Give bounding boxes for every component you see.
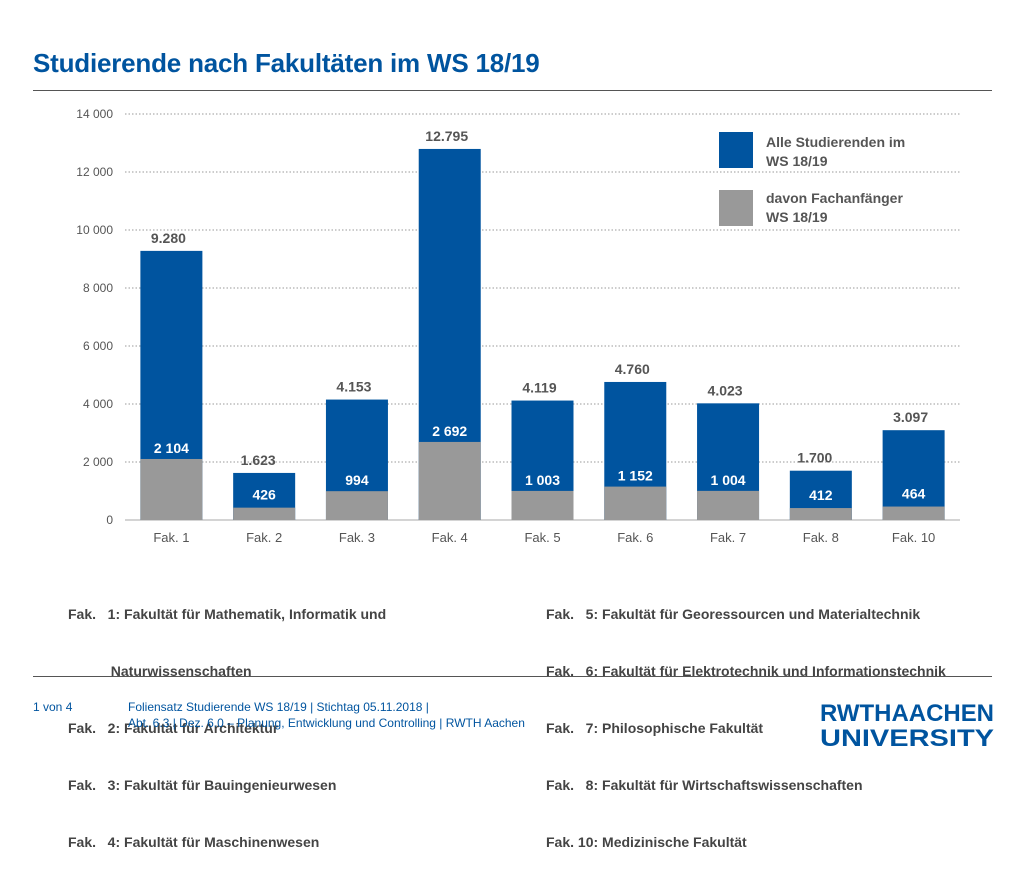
y-tick-label: 8 000 bbox=[83, 281, 113, 295]
bar-value-label-all: 4.023 bbox=[708, 382, 743, 398]
bar-new bbox=[233, 507, 296, 520]
bar-chart: 0 2 000 4 000 6 000 8 000 10 000 12 000 14 000 9… bbox=[76, 107, 960, 545]
bar-new bbox=[511, 490, 574, 520]
note-line: Fak. 1: Fakultät für Mathematik, Informa… bbox=[68, 606, 387, 622]
bar-value-label-new: 1 003 bbox=[525, 472, 560, 488]
bar-value-label-all: 12.795 bbox=[425, 128, 468, 144]
note-line: Fak. 2: Fakultät für Architektur bbox=[68, 720, 279, 736]
footer-text: Foliensatz Studierende WS 18/19 | Sticht… bbox=[128, 700, 525, 730]
legend-label-all: Alle Studierenden im WS 18/19 bbox=[766, 134, 906, 169]
bar-value-label-all: 1.623 bbox=[241, 452, 276, 468]
bar-value-label-all: 4.153 bbox=[336, 379, 371, 395]
note-line: Fak. 7: Philosophische Fakultät bbox=[546, 720, 764, 736]
note-line: Fak. 8: Fakultät für Wirtschaftswissensc… bbox=[546, 777, 863, 793]
note-line: Fak. 10: Medizinische Fakultät bbox=[546, 834, 747, 850]
y-tick-label: 2 000 bbox=[83, 455, 113, 469]
x-tick-label: Fak. 6 bbox=[617, 530, 653, 545]
bar-new bbox=[789, 508, 852, 520]
page-number: 1 von 4 bbox=[33, 700, 73, 714]
bar-new bbox=[697, 490, 760, 520]
svg-text:UNIVERSITY: UNIVERSITY bbox=[820, 725, 994, 748]
bar-value-label-new: 2 104 bbox=[154, 440, 189, 456]
title-divider bbox=[33, 90, 992, 91]
bar-new bbox=[325, 491, 388, 520]
bar-value-label-new: 994 bbox=[345, 472, 369, 488]
x-tick-label: Fak. 2 bbox=[246, 530, 282, 545]
y-tick-label: 6 000 bbox=[83, 339, 113, 353]
note-line: Fak. 6: Fakultät für Elektrotechnik und … bbox=[546, 663, 946, 679]
bar-value-label-new: 412 bbox=[809, 487, 833, 503]
y-tick-label: 12 000 bbox=[76, 165, 113, 179]
legend-swatch-all bbox=[719, 132, 753, 168]
bar-value-label-all: 9.280 bbox=[151, 230, 186, 246]
y-tick-label: 14 000 bbox=[76, 107, 113, 121]
x-tick-label: Fak. 8 bbox=[803, 530, 839, 545]
bar-value-label-new: 2 692 bbox=[432, 423, 467, 439]
y-tick-label: 0 bbox=[106, 513, 113, 527]
bar-new bbox=[882, 506, 945, 520]
legend-label-new: davon Fachanfänger WS 18/19 bbox=[766, 190, 903, 225]
note-line: Fak. 3: Fakultät für Bauingenieurwesen bbox=[68, 777, 337, 793]
y-tick-label: 4 000 bbox=[83, 397, 113, 411]
footer-divider bbox=[33, 676, 992, 677]
x-tick-label: Fak. 1 bbox=[153, 530, 189, 545]
bar-new bbox=[140, 458, 203, 520]
x-tick-label: Fak. 7 bbox=[710, 530, 746, 545]
note-line: Naturwissenschaften bbox=[68, 663, 252, 679]
page-title: Studierende nach Fakultäten im WS 18/19 bbox=[33, 48, 540, 78]
bar-new bbox=[604, 486, 667, 520]
svg-text:RWTHAACHEN: RWTHAACHEN bbox=[820, 700, 994, 727]
bar-all bbox=[882, 430, 945, 520]
bar-value-label-all: 1.700 bbox=[797, 450, 832, 466]
note-line: Fak. 5: Fakultät für Georessourcen und M… bbox=[546, 606, 921, 622]
note-line: Fak. 4: Fakultät für Maschinenwesen bbox=[68, 834, 320, 850]
bar-new bbox=[418, 441, 481, 520]
bar-value-label-all: 3.097 bbox=[893, 409, 928, 425]
bar-value-label-new: 1 004 bbox=[711, 472, 746, 488]
x-tick-label: Fak. 10 bbox=[892, 530, 935, 545]
legend-swatch-new bbox=[719, 190, 753, 226]
rwth-logo: RWTHAACHEN UNIVERSITY bbox=[820, 700, 994, 748]
x-tick-label: Fak. 5 bbox=[524, 530, 560, 545]
bar-value-label-all: 4.760 bbox=[615, 361, 650, 377]
bar-value-label-new: 1 152 bbox=[618, 468, 653, 484]
bar-value-label-all: 4.119 bbox=[522, 380, 556, 396]
y-tick-label: 10 000 bbox=[76, 223, 113, 237]
x-tick-label: Fak. 4 bbox=[432, 530, 468, 545]
bar-value-label-new: 464 bbox=[902, 486, 926, 502]
bar-value-label-new: 426 bbox=[252, 487, 276, 503]
x-tick-label: Fak. 3 bbox=[339, 530, 375, 545]
